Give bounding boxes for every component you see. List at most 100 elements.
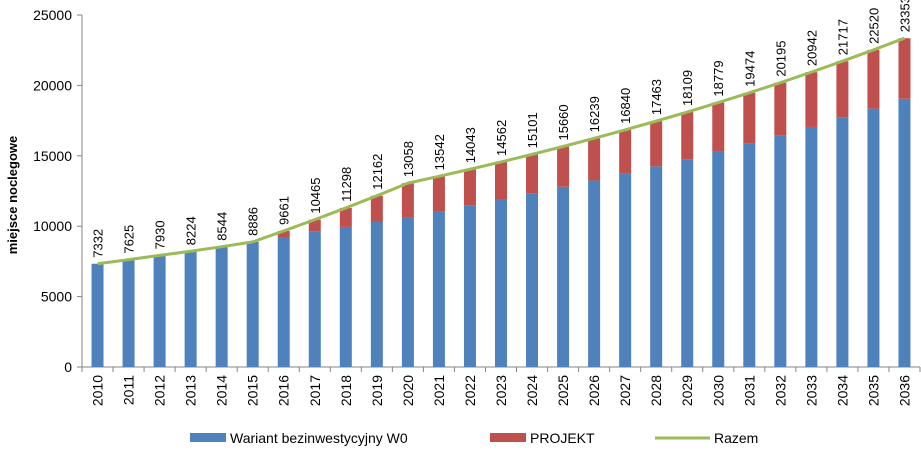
x-tick-label: 2022 <box>462 375 478 406</box>
data-label: 20195 <box>773 40 788 76</box>
legend: Wariant bezinwestycyjny W0 PROJEKT Razem <box>190 430 758 446</box>
y-axis: 0 5000 10000 15000 20000 25000 <box>33 7 83 375</box>
x-tick-label: 2035 <box>865 375 881 406</box>
data-label: 10465 <box>308 177 323 213</box>
bar-base <box>463 205 476 367</box>
x-tick-label: 2016 <box>276 375 292 406</box>
data-label: 19474 <box>742 51 757 87</box>
x-tick-label: 2020 <box>400 375 416 406</box>
data-label: 12162 <box>370 154 385 190</box>
bar-base <box>774 135 787 367</box>
bar-base <box>836 117 849 367</box>
data-label: 13542 <box>432 134 447 170</box>
bar-project <box>401 183 414 218</box>
x-tick-label: 2033 <box>803 375 819 406</box>
data-label: 14043 <box>463 127 478 163</box>
x-tick-label: 2015 <box>245 375 261 406</box>
x-tick-label: 2014 <box>214 375 230 406</box>
bar-project <box>526 154 539 194</box>
data-label: 7930 <box>153 220 168 249</box>
x-tick-label: 2027 <box>617 375 633 406</box>
bar-base <box>277 237 290 367</box>
data-label: 14562 <box>494 120 509 156</box>
total-line-path <box>97 36 906 266</box>
y-tick-label: 0 <box>64 359 72 375</box>
bar-project <box>650 121 663 167</box>
x-tick-label: 2018 <box>338 375 354 406</box>
data-label: 20942 <box>804 30 819 66</box>
data-label: 18109 <box>680 70 695 106</box>
y-axis-title: miejsce noclegowe <box>5 136 20 255</box>
data-label: 8886 <box>246 207 261 236</box>
bar-base <box>401 217 414 367</box>
legend-label: PROJEKT <box>530 430 595 446</box>
data-label: 11298 <box>339 167 354 202</box>
bar-project <box>743 92 756 144</box>
bar-project <box>681 112 694 160</box>
bar-base <box>308 231 321 367</box>
data-label: 13058 <box>401 141 416 177</box>
x-tick-label: 2025 <box>555 375 571 406</box>
bar-base <box>339 226 352 367</box>
x-axis: 2010 2011 2012 2013 2014 2015 2016 2017 2018 2019… <box>81 366 921 406</box>
data-label: 21717 <box>835 19 850 55</box>
bar-project <box>588 138 601 181</box>
legend-swatch <box>490 433 526 442</box>
bar-base <box>246 241 259 367</box>
data-label: 23353 <box>897 0 912 32</box>
x-tick-label: 2034 <box>834 375 850 406</box>
y-tick-label: 10000 <box>33 218 72 234</box>
data-label: 18779 <box>711 60 726 96</box>
bar-project <box>836 61 849 118</box>
bar-project <box>619 129 632 174</box>
bar-project <box>463 169 476 206</box>
total-line <box>97 36 906 266</box>
bar-project <box>308 219 321 232</box>
data-label: 9661 <box>277 196 292 225</box>
x-tick-label: 2031 <box>741 375 757 406</box>
bar-base <box>526 193 539 367</box>
bar-project <box>805 72 818 127</box>
bars <box>91 38 911 367</box>
data-label: 22520 <box>866 8 881 44</box>
x-tick-label: 2012 <box>152 375 168 406</box>
bar-project <box>277 230 290 238</box>
data-label: 16840 <box>618 88 633 124</box>
legend-swatch <box>190 433 226 442</box>
bar-base <box>122 259 135 367</box>
x-tick-label: 2019 <box>369 375 385 406</box>
bar-base <box>153 255 166 367</box>
bar-project <box>557 146 570 187</box>
y-tick-label: 20000 <box>33 77 72 93</box>
data-label: 7625 <box>122 225 137 254</box>
data-label: 7332 <box>91 229 106 258</box>
bar-project <box>898 38 911 99</box>
bar-base <box>91 263 104 367</box>
bar-project <box>774 82 787 136</box>
data-label: 16239 <box>587 96 602 132</box>
bar-project <box>712 102 725 152</box>
x-tick-label: 2021 <box>431 375 447 406</box>
data-label: 8224 <box>184 216 199 245</box>
bar-base <box>712 151 725 367</box>
data-label: 8544 <box>215 212 230 241</box>
bar-project <box>867 49 880 109</box>
bar-base <box>184 251 197 367</box>
x-tick-label: 2023 <box>493 375 509 406</box>
bar-base <box>215 246 228 367</box>
x-tick-label: 2032 <box>772 375 788 406</box>
data-label: 17463 <box>649 79 664 115</box>
bar-base <box>588 180 601 367</box>
x-tick-label: 2036 <box>896 375 912 406</box>
x-tick-label: 2013 <box>183 375 199 406</box>
x-tick-label: 2010 <box>90 375 106 406</box>
x-tick-label: 2017 <box>307 375 323 406</box>
bar-project <box>339 207 352 227</box>
bar-base <box>557 186 570 367</box>
legend-label: Wariant bezinwestycyjny W0 <box>230 430 408 446</box>
bar-base <box>681 159 694 367</box>
x-tick-label: 2028 <box>648 375 664 406</box>
legend-label: Razem <box>714 430 758 446</box>
bar-base <box>432 211 445 367</box>
